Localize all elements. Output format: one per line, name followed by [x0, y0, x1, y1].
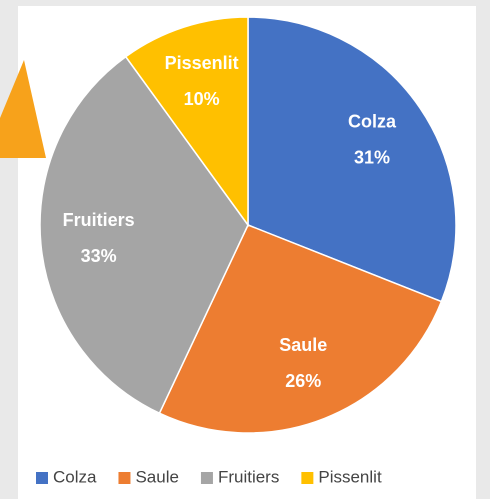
legend-swatch	[301, 472, 314, 484]
slice-label: Saule	[279, 335, 327, 355]
value-label: 31%	[354, 147, 390, 167]
slice-label: Pissenlit	[165, 53, 239, 73]
value-label: 33%	[81, 246, 117, 266]
pie-slice	[124, 16, 249, 228]
pie-slice	[158, 224, 443, 434]
legend-swatch	[118, 472, 131, 484]
legend-label: Fruitiers	[218, 467, 279, 486]
decoration-arrow	[0, 60, 46, 158]
legend-label: Pissenlit	[318, 467, 382, 486]
pie-slice	[247, 16, 457, 303]
legend-swatch	[200, 472, 213, 484]
legend-label: Saule	[135, 467, 178, 486]
pie-slice	[39, 55, 249, 415]
slice-label: Colza	[348, 111, 397, 131]
legend-label: Colza	[53, 467, 97, 486]
value-label: 10%	[184, 89, 220, 109]
legend-swatch	[36, 472, 48, 484]
value-label: 26%	[285, 371, 321, 391]
slice-label: Fruitiers	[63, 210, 135, 230]
